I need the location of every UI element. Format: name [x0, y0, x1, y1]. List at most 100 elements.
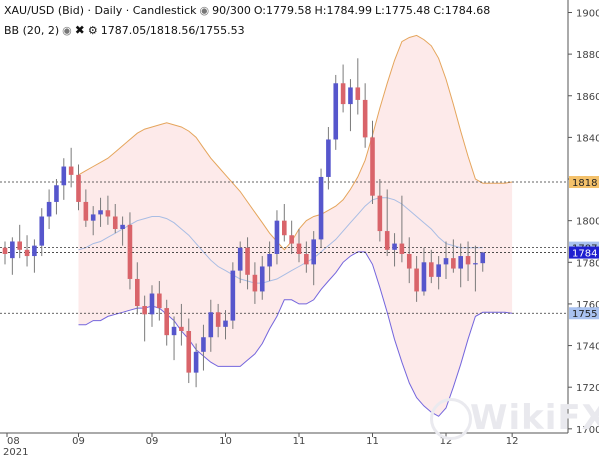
- candle-body: [480, 252, 486, 264]
- candle: [443, 241, 449, 279]
- candle-body: [399, 243, 405, 254]
- bollinger-middle-line: [78, 197, 483, 284]
- candle-body: [443, 258, 449, 265]
- candle: [98, 197, 103, 227]
- candle-body: [465, 256, 471, 265]
- candle-body: [157, 293, 162, 309]
- y-tick-label: 1880: [576, 50, 599, 61]
- candle: [429, 249, 434, 284]
- candle-body: [135, 278, 140, 307]
- candle-body: [83, 201, 89, 221]
- candle-body: [186, 330, 192, 373]
- candle-body: [304, 253, 309, 265]
- candle: [83, 189, 89, 227]
- candle: [157, 281, 162, 321]
- candle-body: [326, 139, 331, 177]
- candle-body: [318, 176, 324, 240]
- candle-body: [259, 266, 265, 292]
- bollinger-fill: [78, 35, 513, 417]
- candle: [120, 216, 125, 246]
- candle-body: [223, 320, 228, 327]
- candle-body: [208, 312, 214, 338]
- candle: [186, 318, 192, 384]
- candle: [348, 79, 353, 132]
- candle: [318, 168, 324, 248]
- x-tick-label: 09: [146, 436, 159, 447]
- y-tick-label: 1860: [576, 92, 599, 103]
- candle-body: [32, 245, 37, 257]
- candle-body: [164, 308, 169, 336]
- candle-body: [10, 241, 15, 259]
- price-tag-bg: [569, 307, 599, 320]
- candle: [414, 256, 419, 302]
- indicator-values: 1787.05/1818.56/1755.53: [100, 23, 245, 37]
- x-tick-label: 11: [366, 436, 379, 447]
- watermark-text: WikiFX: [470, 398, 599, 438]
- candle: [267, 241, 272, 282]
- candle: [201, 324, 206, 371]
- candle: [392, 233, 397, 267]
- candle: [311, 231, 316, 286]
- candle: [282, 204, 287, 242]
- y-tick-label: 1760: [576, 300, 599, 311]
- candle: [289, 220, 294, 254]
- price-tag: 1784: [569, 246, 599, 260]
- x-tick-label: 09: [72, 436, 85, 447]
- candle: [17, 224, 22, 259]
- candle: [473, 245, 478, 292]
- candle: [68, 147, 74, 188]
- candle-body: [429, 262, 434, 277]
- high-value: H:1784.99: [314, 4, 372, 17]
- candle: [465, 241, 471, 282]
- candle-body: [90, 214, 96, 221]
- candle-body: [46, 201, 52, 217]
- indicator-header: BB (20, 2) ◉ ✖ ⚙ 1787.05/1818.56/1755.53: [4, 23, 245, 37]
- candle: [436, 256, 441, 290]
- candle: [458, 243, 463, 288]
- candle: [230, 262, 236, 329]
- candle-body: [230, 270, 236, 321]
- candle: [252, 262, 258, 304]
- eye-icon[interactable]: ◉: [62, 23, 72, 37]
- candle-body: [473, 263, 478, 265]
- candle-body: [17, 241, 22, 250]
- candle: [370, 120, 375, 205]
- candle: [90, 206, 96, 236]
- chart-header: XAU/USD (Bid) · Daily · Candlestick ◉ 90…: [4, 4, 490, 17]
- candle: [39, 208, 45, 257]
- candle: [362, 83, 368, 148]
- close-icon[interactable]: ✖: [74, 23, 85, 37]
- candle: [237, 241, 243, 284]
- y-tick-label: 1800: [576, 217, 599, 228]
- candle: [274, 210, 280, 265]
- y-tick-label: 1780: [576, 258, 599, 269]
- candle: [32, 239, 37, 273]
- candle-body: [105, 210, 111, 217]
- candle-body: [421, 262, 427, 292]
- candle: [112, 204, 118, 234]
- candle: [127, 212, 133, 290]
- candle-body: [340, 83, 346, 105]
- candle: [377, 179, 383, 242]
- candle-body: [179, 326, 184, 331]
- candle: [135, 262, 140, 315]
- candle: [480, 251, 486, 272]
- candle-body: [289, 235, 294, 244]
- candle-body: [2, 247, 8, 254]
- x-tick-label: 12: [506, 436, 519, 447]
- candle-body: [333, 83, 339, 140]
- x-tick-label: 11: [293, 436, 306, 447]
- candle-body: [54, 185, 59, 202]
- candle: [164, 299, 169, 346]
- candle-body: [193, 351, 199, 373]
- candle: [451, 239, 456, 273]
- candle: [421, 247, 427, 296]
- eye-icon[interactable]: ◉: [199, 4, 210, 17]
- y-tick-label: 1700: [576, 425, 599, 436]
- candle: [193, 343, 199, 388]
- gear-icon[interactable]: ⚙: [87, 23, 98, 37]
- candle: [10, 237, 15, 275]
- candle: [384, 189, 390, 257]
